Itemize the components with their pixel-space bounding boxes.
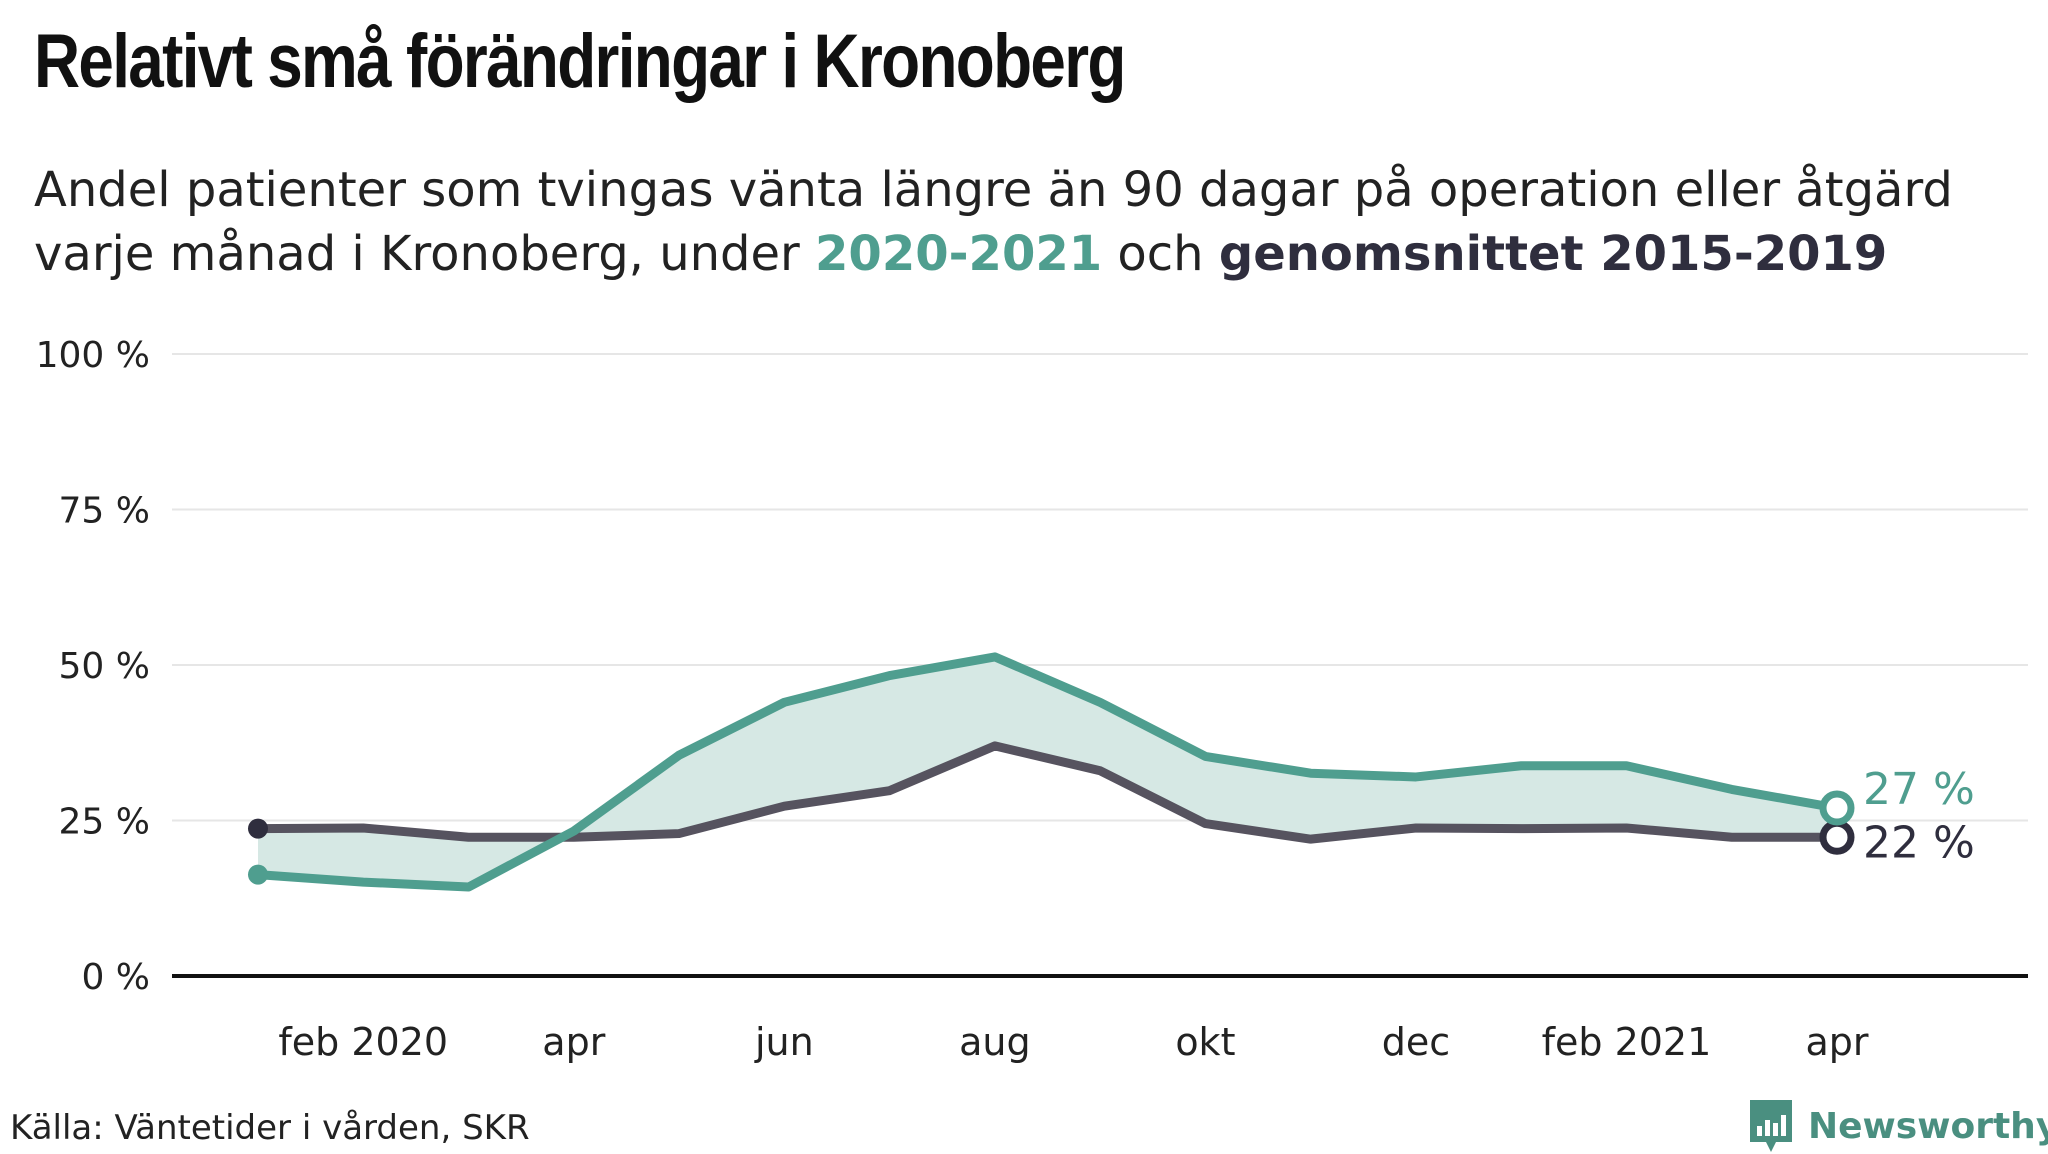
brand-name: Newsworthy [1808,1105,2048,1147]
average-2015-2019-start-point [248,818,268,839]
y-tick-label: 75 % [59,491,150,532]
subtitle-series-average: genomsnittet 2015-2019 [1218,226,1888,282]
x-tick-label: okt [1175,1020,1235,1064]
x-tick-label: feb 2020 [278,1020,448,1064]
source-note: Källa: Väntetider i vården, SKR [10,1108,530,1148]
x-tick-label: jun [754,1020,814,1064]
end-value-label: 22 % [1863,817,1975,868]
subtitle-mid: och [1102,226,1219,282]
x-tick-label: feb 2021 [1542,1020,1712,1064]
average-2015-2019-end-point [1819,819,1855,855]
series-2020-2021-end-point [1819,790,1855,826]
subtitle-line-2: varje månad i Kronoberg, under 2020-2021… [34,222,1953,286]
subtitle-prefix: varje månad i Kronoberg, under [34,226,816,282]
brand-logo: Newsworthy [1748,1098,2048,1154]
area-between-series [258,656,1837,888]
average-2015-2019-line [253,741,1842,844]
y-tick-label: 0 % [81,957,150,998]
x-tick-label: dec [1382,1020,1450,1064]
x-tick-label: apr [542,1020,605,1064]
x-tick-label: apr [1805,1020,1868,1064]
x-tick-label: aug [959,1020,1031,1064]
y-tick-label: 25 % [59,802,150,843]
subtitle-series-2020: 2020-2021 [815,226,1103,282]
series-2020-2021-start-point [248,864,268,885]
newsworthy-logo-icon [1750,1100,1792,1152]
y-tick-label: 100 % [36,335,150,376]
end-value-label: 27 % [1863,764,1975,815]
chart-subtitle: Andel patienter som tvingas vänta längre… [34,158,1953,286]
subtitle-line-1: Andel patienter som tvingas vänta längre… [34,162,1953,218]
chart-title: Relativt små förändringar i Kronoberg [34,19,1126,104]
series-2020-2021-line [253,652,1842,892]
y-tick-label: 50 % [59,646,150,687]
